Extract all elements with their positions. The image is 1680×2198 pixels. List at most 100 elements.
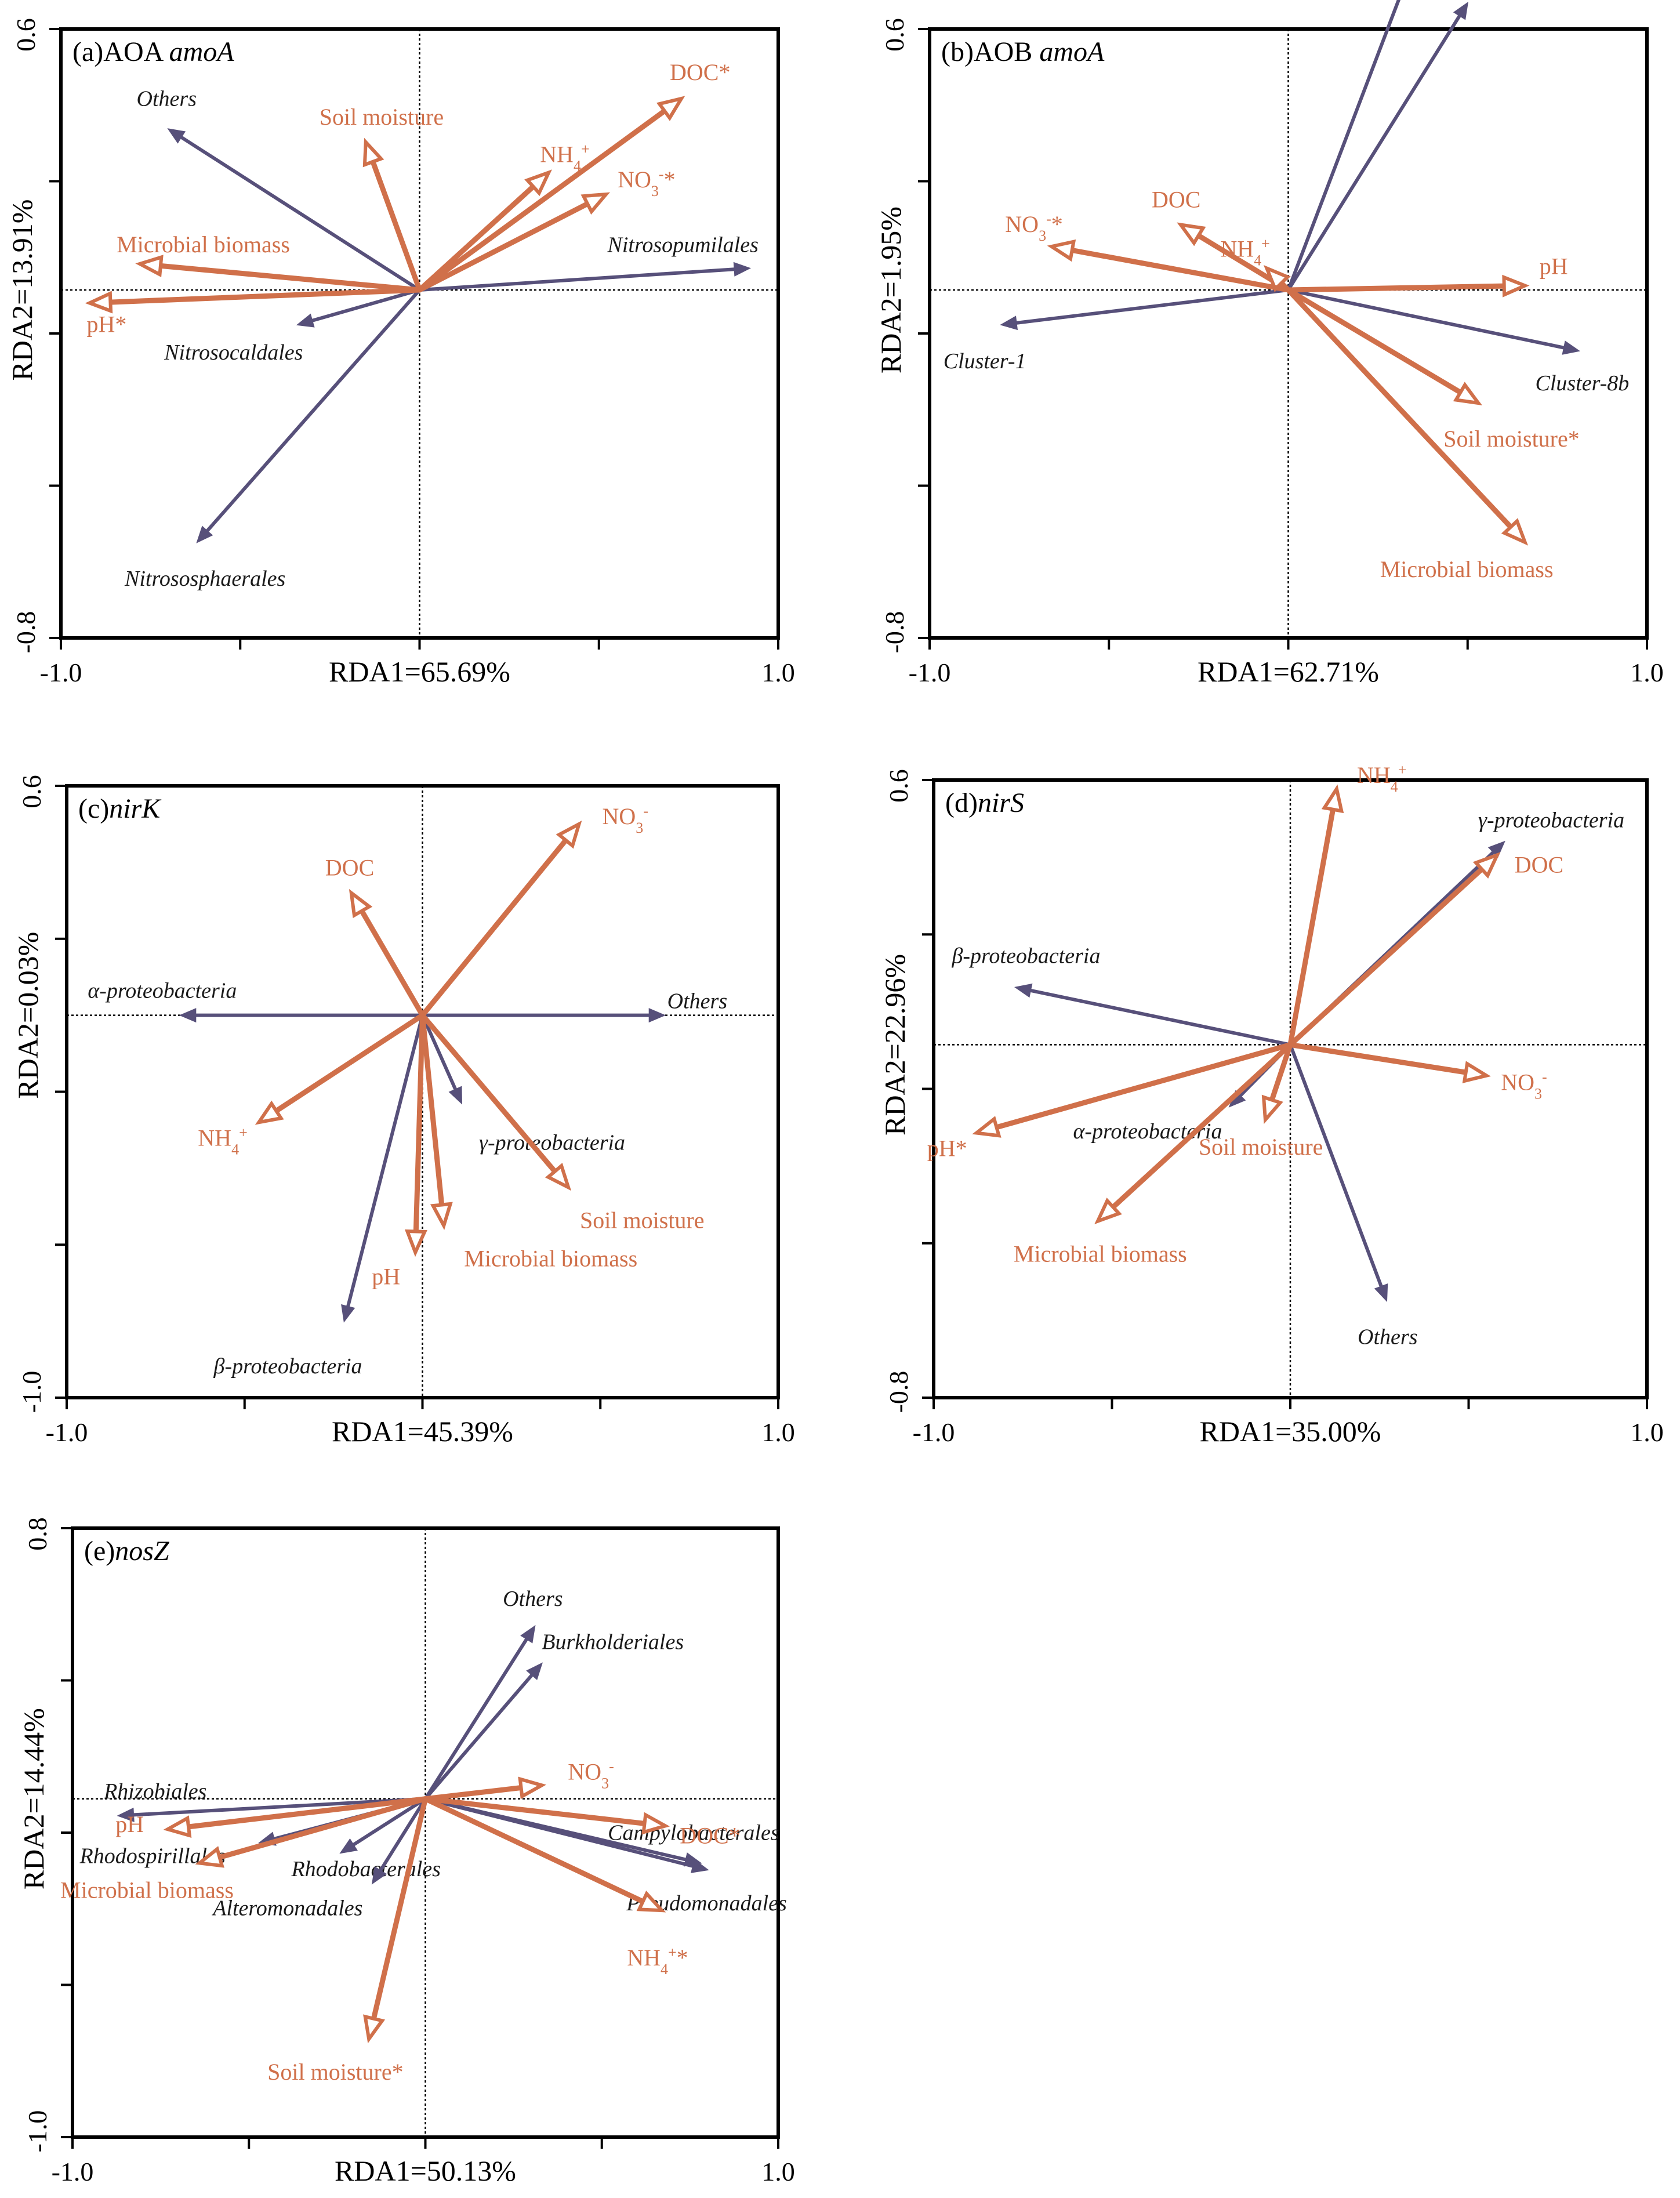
label-doc: DOC (1515, 851, 1563, 877)
label-no3: NO3-* (618, 166, 675, 200)
panel-nirk-2: -1.0 1.0 RDA1=45.39% 0.6 -1.0 RDA2=0.03% (c)ni… (12, 775, 795, 1448)
arrowhead-nitrososphaerales (196, 525, 213, 543)
arrowhead-rhizobiales (117, 1807, 135, 1822)
label-others: Others (137, 87, 197, 111)
arrowhead-others (167, 128, 186, 144)
label-soil-moisture: Soil moisture* (267, 2059, 403, 2085)
arrow-doc (423, 1796, 648, 1826)
arrow-soil-moisture (371, 1796, 428, 2022)
arrowhead-soil-moisture (362, 137, 384, 168)
arrow-doc (1287, 866, 1485, 1047)
label-others: Others (667, 989, 727, 1014)
x-tick-label-min: -1.0 (913, 1417, 955, 1447)
arrow-cluster-3b (1286, 0, 1401, 292)
label-no3: NO3- (1501, 1068, 1547, 1102)
arrow-no3 (423, 1784, 524, 1802)
arrow-proteobacteria (420, 1013, 458, 1091)
label-soil-moisture: Soil moisture (580, 1207, 704, 1233)
label-nitrosopumilales: Nitrosopumilales (607, 233, 759, 257)
arrow-others (1286, 14, 1461, 292)
label-microbial-biomass: Microbial biomass (1014, 1241, 1187, 1267)
x-tick-label-max: 1.0 (761, 2157, 795, 2186)
arrowhead-nh4 (255, 1100, 284, 1125)
label-proteobacteria: γ-proteobacteria (479, 1130, 625, 1155)
label-soil-moisture: Soil moisture (320, 104, 444, 130)
arrowhead-doc (656, 96, 685, 121)
x-tick-label-max: 1.0 (761, 658, 795, 687)
label-no3: NO3-* (1005, 211, 1062, 244)
arrowhead-ph (1502, 274, 1530, 298)
arrowhead-pseudomonadales (691, 1859, 709, 1873)
arrowhead-proteobacteria (341, 1304, 355, 1323)
arrow-nitrosocaldales (310, 288, 422, 322)
panel-title: (c)nirK (78, 793, 162, 824)
x-tick-label-max: 1.0 (1630, 658, 1664, 687)
arrow-others (423, 1637, 529, 1801)
label-rhizobiales: Rhizobiales (103, 1779, 206, 1804)
arrowhead-soil-moisture (363, 2014, 386, 2044)
y-tick-label-max: 0.6 (880, 18, 909, 52)
label-proteobacteria: β-proteobacteria (951, 944, 1100, 969)
arrowhead-soil-moisture (1261, 1094, 1283, 1125)
arrowhead-nh4 (524, 169, 552, 197)
y-axis-label: RDA2=0.03% (12, 932, 44, 1099)
arrowhead-no3 (556, 820, 582, 849)
x-tick-label-min: -1.0 (46, 1417, 88, 1447)
arrow-no3 (420, 837, 569, 1018)
y-axis-label: RDA2=22.96% (879, 954, 911, 1136)
y-tick-label-max: 0.6 (884, 769, 913, 803)
arrow-nh4 (417, 184, 536, 293)
arrow-proteobacteria (1028, 988, 1292, 1047)
panel-title: (e)nosZ (84, 1536, 170, 1566)
arrowhead-others (1453, 1, 1469, 20)
arrowhead-doc (641, 1812, 670, 1835)
label-proteobacteria: γ-proteobacteria (1478, 808, 1624, 833)
arrowhead-doc (1472, 852, 1501, 879)
y-tick-label-min: -1.0 (23, 2110, 52, 2153)
arrowhead-others (1374, 1283, 1388, 1303)
panel-nosz-4: -1.0 1.0 RDA1=50.13% 0.8 -1.0 RDA2=14.44% (e)n… (17, 1517, 795, 2187)
label-proteobacteria: α-proteobacteria (88, 979, 237, 1003)
arrowhead-cluster-8b (1562, 340, 1580, 355)
y-tick-label-max: 0.6 (17, 775, 46, 808)
arrow-proteobacteria (346, 1013, 424, 1308)
label-no3: NO3- (602, 802, 648, 836)
panel-title: (b)AOB amoA (941, 37, 1105, 67)
label-ph: pH* (86, 311, 126, 338)
label-microbial-biomass: Microbial biomass (60, 1877, 234, 1903)
arrow-microbial-biomass (1110, 1042, 1293, 1210)
arrow-ph (186, 1796, 428, 1830)
y-axis-label: RDA2=14.44% (17, 1708, 50, 1889)
label-soil-moisture: Soil moisture* (1443, 426, 1579, 452)
panel-title: (a)AOA amoA (72, 37, 234, 67)
y-axis-label: RDA2=1.95% (875, 206, 907, 373)
label-no3: NO3- (568, 1758, 614, 1791)
arrow-no3 (417, 201, 590, 293)
y-axis-label: RDA2=13.91% (6, 200, 38, 381)
arrowhead-no3 (580, 192, 611, 215)
arrowhead-burkholderiales (526, 1662, 543, 1680)
arrowhead-soil-moisture (545, 1162, 572, 1191)
arrowhead-nh4 (1263, 264, 1291, 292)
x-tick-label-max: 1.0 (1630, 1417, 1664, 1447)
panel-nirs-3: -1.0 1.0 RDA1=35.00% 0.6 -0.8 RDA2=22.96% (d)n… (879, 761, 1664, 1448)
arrow-nh4 (423, 1796, 646, 1905)
label-nh4: NH4+ (1357, 761, 1406, 795)
label-doc: DOC* (680, 1822, 740, 1848)
label-nh4: NH4+* (627, 1944, 688, 1978)
label-rhodobacterales: Rhodobacterales (291, 1857, 441, 1881)
arrow-nh4 (1287, 807, 1336, 1047)
arrowhead-nitrosopumilales (733, 262, 752, 277)
label-nitrososphaerales: Nitrososphaerales (124, 567, 285, 591)
label-cluster-1: Cluster-1 (944, 349, 1026, 373)
arrowhead-others (648, 1008, 666, 1023)
arrow-cluster-1 (1014, 288, 1290, 325)
x-tick-label-min: -1.0 (52, 2157, 94, 2186)
arrow-ph (993, 1042, 1293, 1130)
panel-amoa-1: -1.0 1.0 RDA1=62.71% 0.6 -0.8 RDA2=1.95% (b)AO… (875, 0, 1664, 688)
y-tick-label-min: -0.8 (884, 1371, 913, 1413)
arrow-no3 (1287, 1042, 1469, 1075)
arrow-microbial-biomass (1286, 287, 1514, 530)
label-soil-moisture: Soil moisture (1199, 1134, 1323, 1160)
